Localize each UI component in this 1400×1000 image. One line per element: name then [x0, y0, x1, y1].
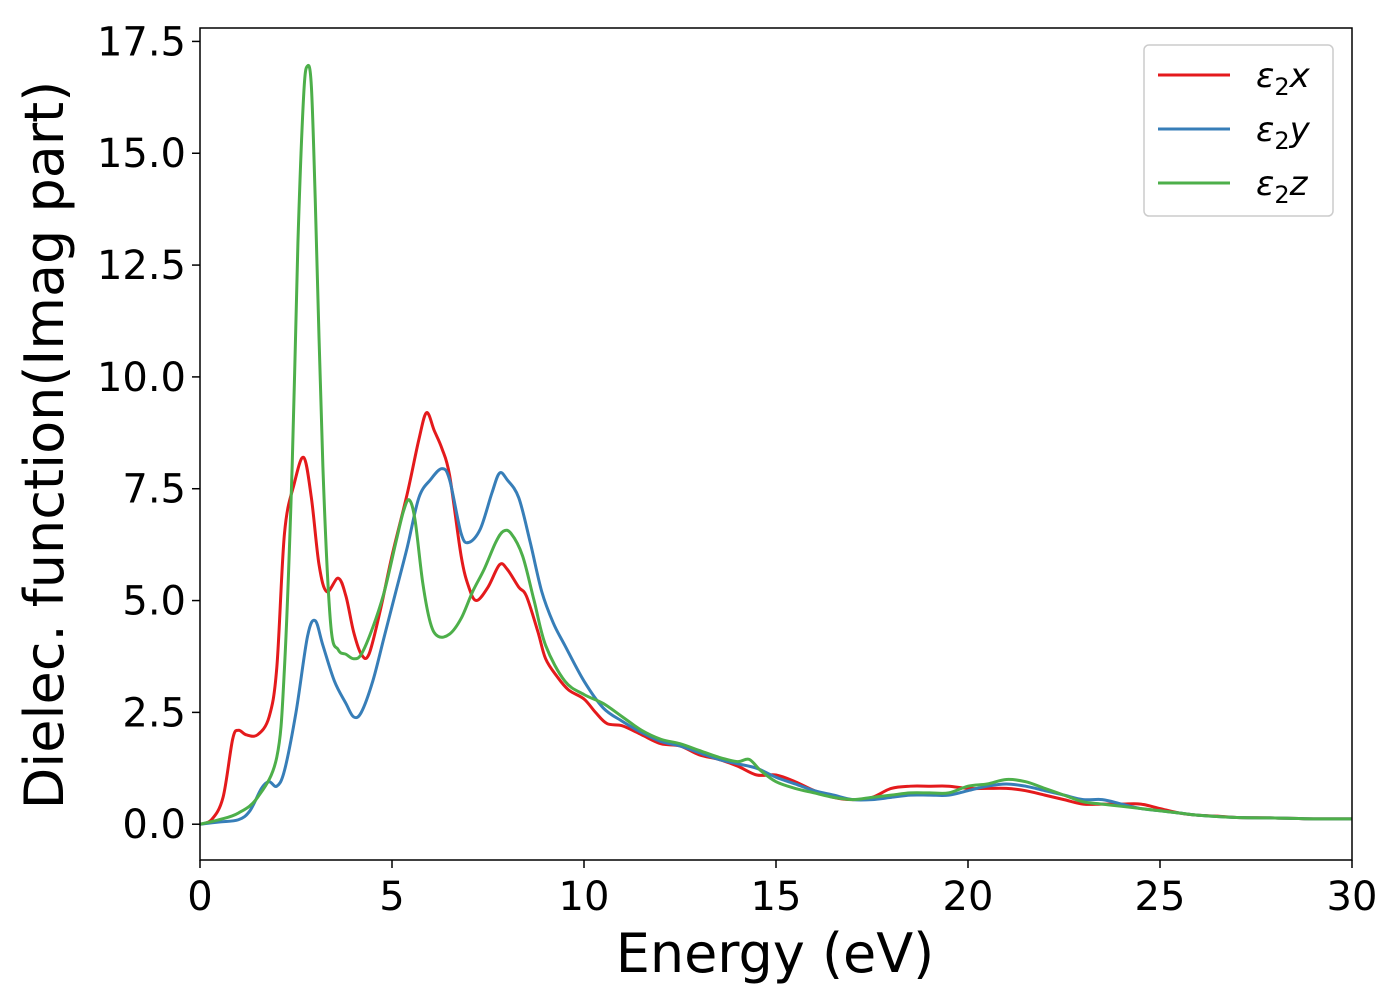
- y-tick-label: 2.5: [122, 690, 186, 736]
- legend: ε2x ε2y ε2z: [1143, 44, 1334, 217]
- x-tick-label: 25: [1135, 874, 1186, 920]
- y-axis-title: Dielec. function(Imag part): [13, 81, 76, 810]
- x-tick-label: 30: [1327, 874, 1378, 920]
- x-tick-label: 15: [751, 874, 802, 920]
- legend-label-eps2x: ε2x: [1256, 56, 1311, 101]
- y-tick-label: 17.5: [97, 19, 186, 65]
- axes-layer: 0 5 10 15 20 25 30 0.0 2.5 5.0 7.5 10.0 12.5 15.0 17.5: [97, 19, 1378, 920]
- y-tick-label: 0.0: [122, 802, 186, 848]
- y-tick-label: 5.0: [122, 579, 186, 625]
- legend-label-eps2z: ε2z: [1256, 164, 1309, 209]
- series-line-eps2z: [200, 63, 1352, 826]
- x-axis-title: Energy (eV): [616, 922, 935, 985]
- series-line-eps2y: [200, 467, 1352, 826]
- x-tick-label: 5: [379, 874, 404, 920]
- y-tick-label: 12.5: [97, 243, 186, 289]
- series-layer: [200, 63, 1352, 826]
- x-tick-label: 0: [187, 874, 212, 920]
- y-tick-label: 10.0: [97, 355, 186, 401]
- x-tick-label: 10: [559, 874, 610, 920]
- legend-box: [1143, 44, 1334, 217]
- y-tick-label: 15.0: [97, 131, 186, 177]
- x-tick-label: 20: [943, 874, 994, 920]
- series-line-eps2x: [200, 411, 1352, 826]
- legend-label-eps2y: ε2y: [1256, 110, 1311, 155]
- y-tick-label: 7.5: [122, 467, 186, 513]
